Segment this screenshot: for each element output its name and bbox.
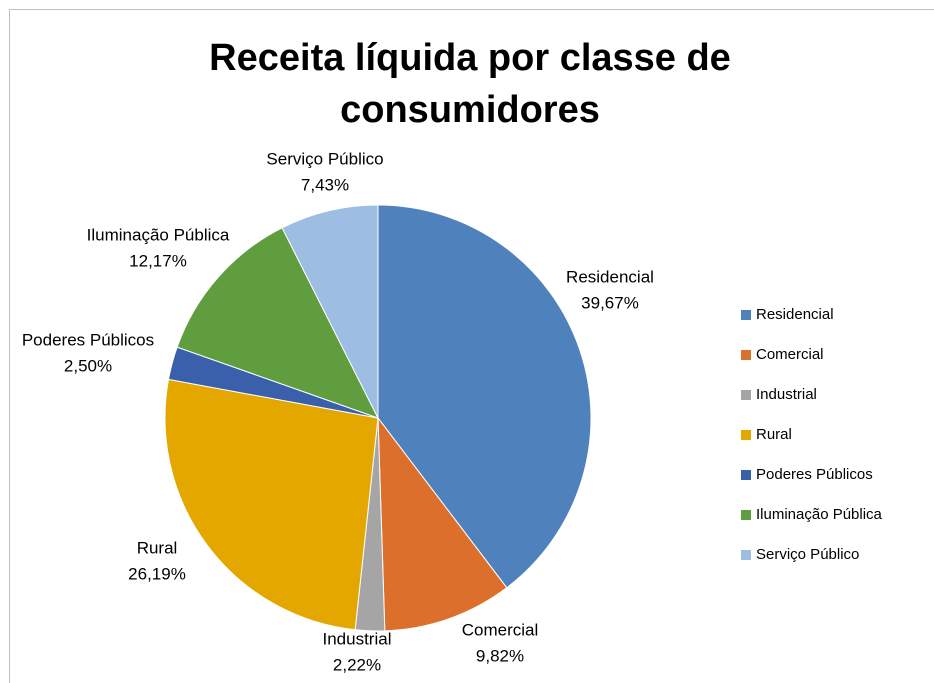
- pie-slice: [164, 378, 379, 631]
- slice-label: Comercial: [462, 620, 539, 639]
- legend-label: Rural: [756, 426, 792, 443]
- slice-value: 39,67%: [581, 293, 639, 312]
- slice-value: 9,82%: [476, 646, 524, 665]
- legend-label: Industrial: [756, 386, 817, 403]
- pie-slice: [176, 227, 380, 419]
- slice-label: Serviço Público: [266, 149, 383, 168]
- slice-value: 26,19%: [128, 564, 186, 583]
- slice-label: Iluminação Pública: [87, 225, 230, 244]
- pie-slice: [377, 204, 592, 589]
- pie-slice: [377, 416, 508, 632]
- legend-label: Poderes Públicos: [756, 466, 873, 483]
- legend-swatch: [741, 430, 751, 440]
- slice-label: Poderes Públicos: [22, 330, 154, 349]
- legend-swatch: [741, 550, 751, 560]
- pie-slice: [281, 204, 379, 419]
- slice-label: Industrial: [323, 629, 392, 648]
- legend-swatch: [741, 310, 751, 320]
- legend-swatch: [741, 510, 751, 520]
- legend-label: Comercial: [756, 346, 824, 363]
- slice-value: 12,17%: [129, 251, 187, 270]
- slice-label: Rural: [137, 538, 178, 557]
- chart-title: Receita líquida por classe de consumidor…: [209, 37, 731, 131]
- legend-label: Iluminação Pública: [756, 506, 883, 523]
- frame: [9, 9, 934, 683]
- slice-value: 7,43%: [301, 175, 349, 194]
- legend-swatch: [741, 350, 751, 360]
- slice-label: Residencial: [566, 267, 654, 286]
- slice-value: 2,50%: [64, 356, 112, 375]
- legend-swatch: [741, 470, 751, 480]
- slice-value: 2,22%: [333, 655, 381, 674]
- legend-label: Residencial: [756, 306, 834, 323]
- legend-label: Serviço Público: [756, 546, 859, 563]
- legend-swatch: [741, 390, 751, 400]
